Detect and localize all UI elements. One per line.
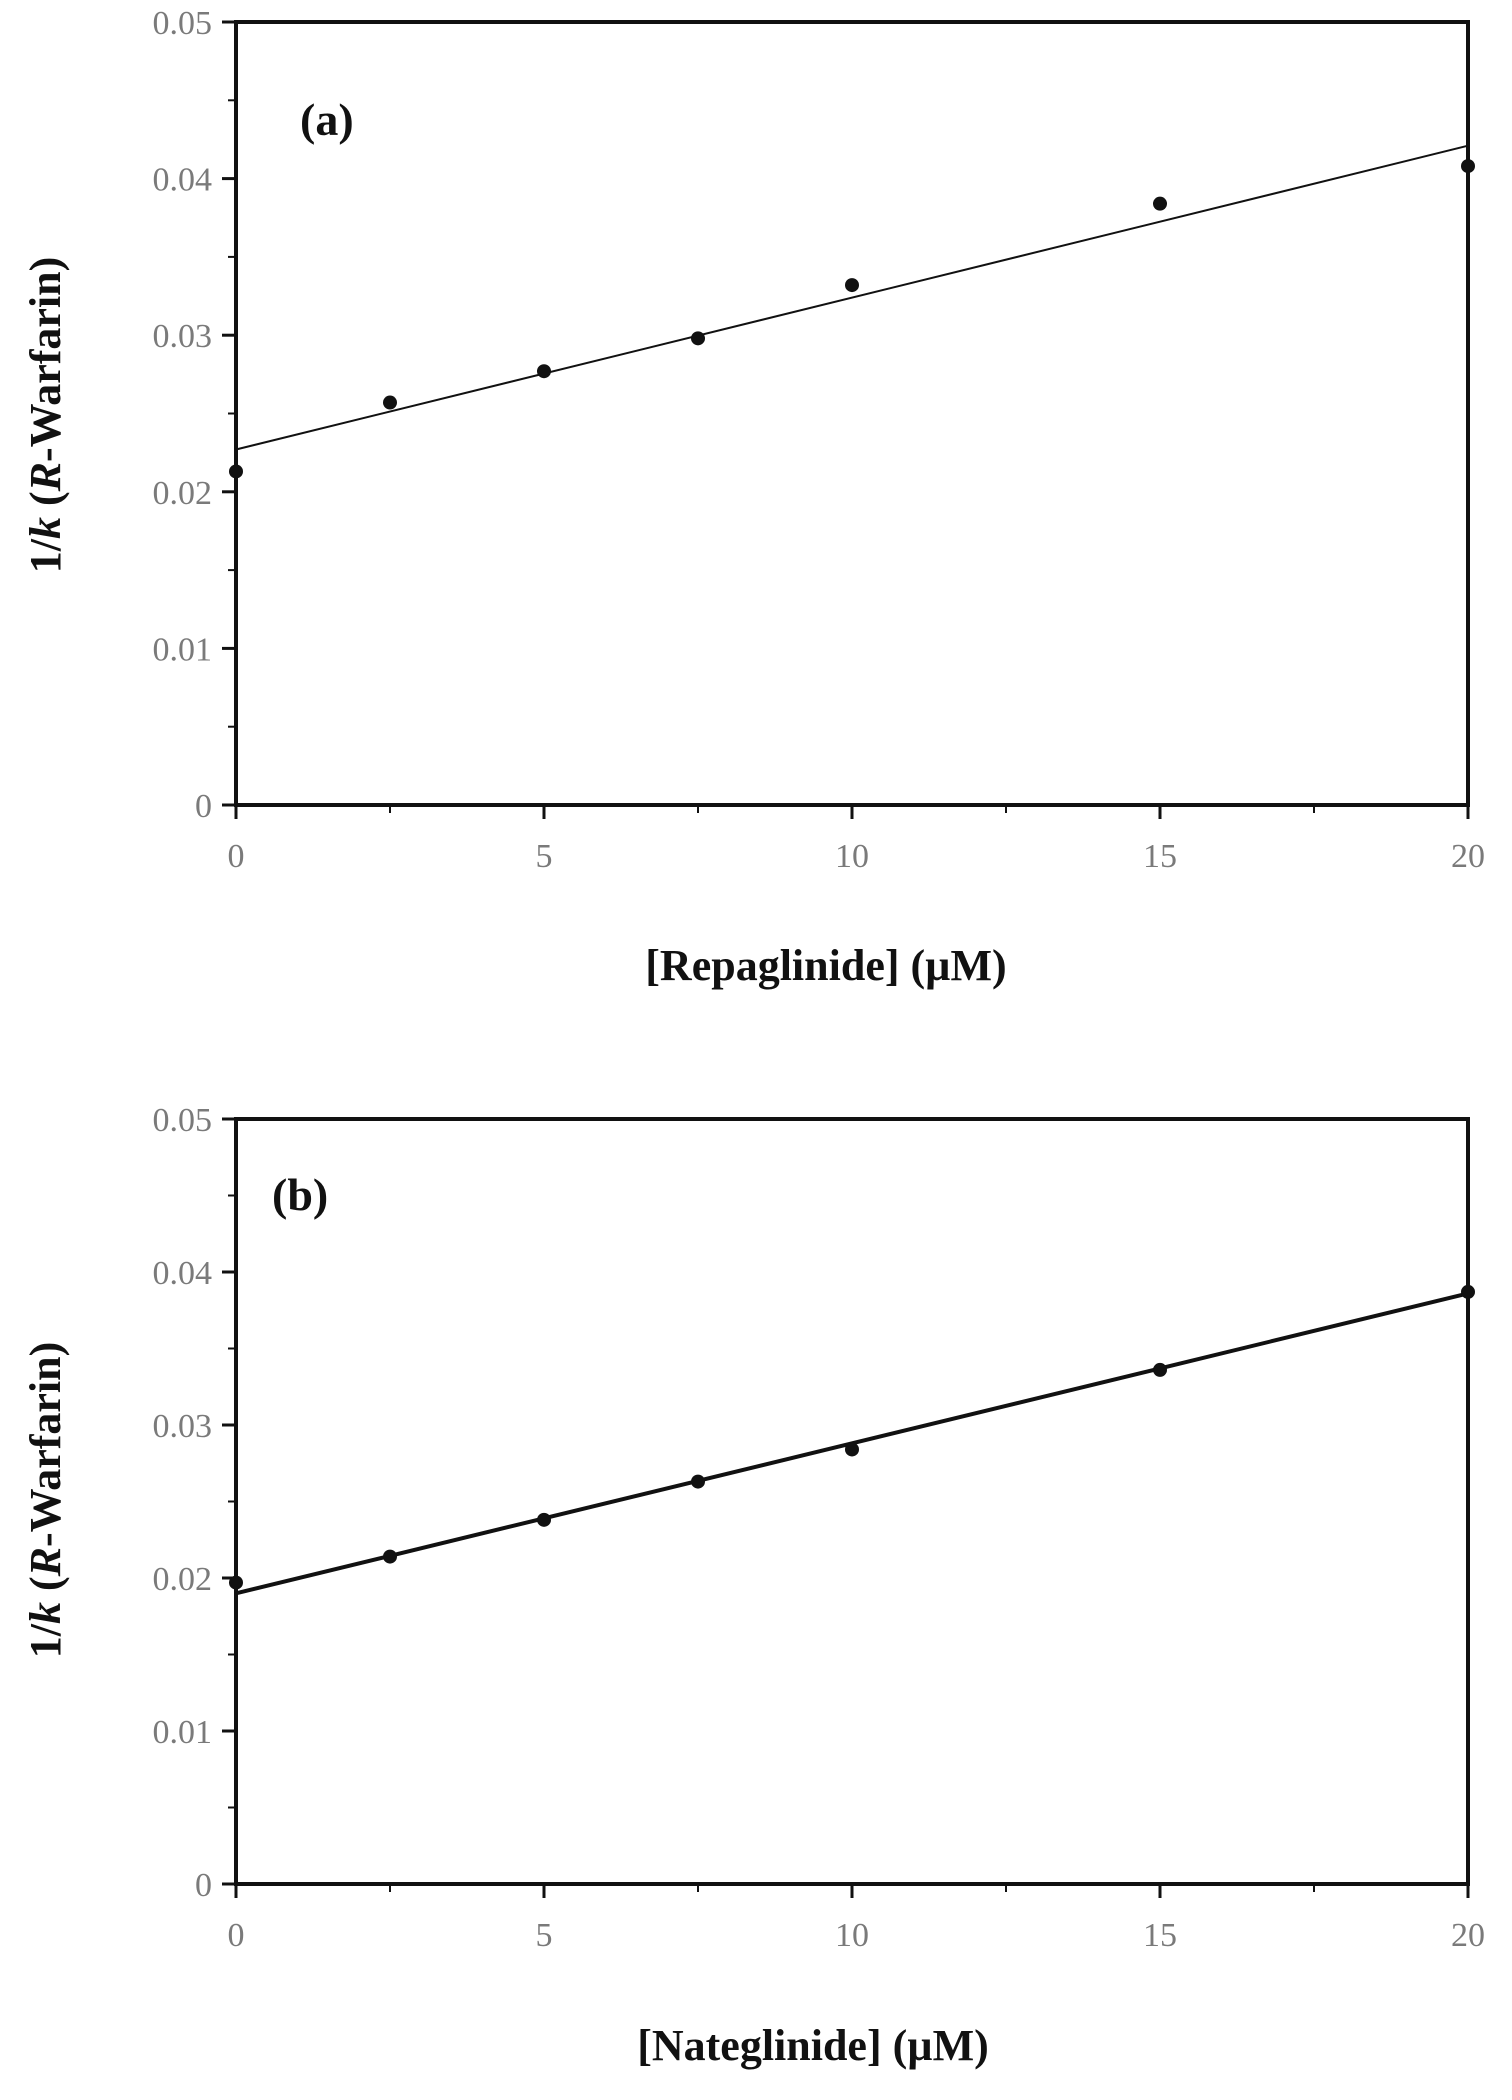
- panel-a-y-tick-label: 0: [195, 788, 212, 825]
- panel-a-x-tick-labels: 0 5 10 15 20: [228, 838, 1486, 875]
- panel-b-data-point: [1461, 1284, 1475, 1299]
- panel-a-y-tick-label: 0.02: [153, 475, 213, 512]
- panel-a-data-point: [1461, 159, 1475, 174]
- panel-b-label: (b): [272, 1169, 328, 1220]
- panel-a-data-point: [383, 395, 397, 410]
- panel-a-data-point: [691, 331, 705, 346]
- panel-a-y-axis-label: 1/k (R-Warfarin): [21, 257, 70, 574]
- panel-b-x-axis-label: [Nateglinide] (µM): [637, 2021, 989, 2070]
- panel-a-fit-line-group: [235, 144, 1469, 451]
- panel-b-data-point: [383, 1549, 397, 1564]
- panel-b-x-tick-label: 15: [1143, 1917, 1177, 1954]
- panel-a-x-tick-label: 15: [1143, 838, 1177, 875]
- panel-a-x-tick-label: 0: [228, 838, 245, 875]
- panel-b-x-tick-labels: 0 5 10 15 20: [228, 1917, 1486, 1954]
- panel-a-y-tick-label: 0.05: [153, 5, 213, 42]
- panel-a-y-tick-labels: 0 0.01 0.02 0.03 0.04 0.05: [153, 5, 213, 825]
- panel-b-x-tick-label: 0: [228, 1917, 245, 1954]
- panel-a-y-tick-label: 0.04: [153, 162, 213, 199]
- panel-a-data-point: [845, 278, 859, 293]
- panel-b-x-tick-label: 10: [835, 1917, 869, 1954]
- panel-b-y-tick-label: 0.03: [153, 1408, 213, 1445]
- panel-b-x-tick-label: 5: [536, 1917, 553, 1954]
- panel-b-y-tick-label: 0: [195, 1867, 212, 1904]
- panel-b-y-tick-label: 0.01: [153, 1714, 213, 1751]
- panel-b-data-point: [537, 1512, 551, 1527]
- panel-a-data-point: [537, 364, 551, 379]
- panel-a-y-tick-label: 0.03: [153, 318, 213, 355]
- panel-a-tick-marks: [222, 20, 1470, 819]
- panel-b-x-tick-label: 20: [1451, 1917, 1485, 1954]
- panel-a-y-tick-label: 0.01: [153, 631, 213, 668]
- panel-a-data-point: [1153, 196, 1167, 211]
- panel-a-data-points: [229, 159, 1475, 479]
- panel-b-data-point: [691, 1474, 705, 1489]
- panel-a-x-tick-label: 20: [1451, 838, 1485, 875]
- panel-a-fit-line: [235, 144, 1469, 451]
- panel-b-data-point: [1153, 1362, 1167, 1377]
- panel-b-data-point: [229, 1575, 243, 1590]
- panel-a-x-tick-label: 10: [835, 838, 869, 875]
- panel-b-y-axis-label: 1/k (R-Warfarin): [21, 1342, 70, 1659]
- panel-a-label: (a): [300, 94, 354, 145]
- panel-b-data-points: [229, 1284, 1475, 1590]
- panel-b-tick-marks: [222, 1117, 1470, 1898]
- panel-a-x-tick-label: 5: [536, 838, 553, 875]
- panel-b-data-point: [845, 1442, 859, 1457]
- panel-b: 0 0.01 0.02 0.03 0.04 0.05 0 5 10 15 20 (b) [Nate…: [21, 1102, 1485, 2070]
- panel-a: 0 0.01 0.02 0.03 0.04 0.05 0 5 10 15 20 (a) [Repa…: [21, 5, 1485, 990]
- panel-b-y-tick-label: 0.05: [153, 1102, 213, 1139]
- panel-b-y-tick-label: 0.02: [153, 1561, 213, 1598]
- panel-b-y-tick-label: 0.04: [153, 1255, 213, 1292]
- panel-a-x-axis-label: [Repaglinide] (µM): [645, 941, 1006, 990]
- panel-a-data-point: [229, 464, 243, 479]
- panel-b-y-tick-labels: 0 0.01 0.02 0.03 0.04 0.05: [153, 1102, 213, 1904]
